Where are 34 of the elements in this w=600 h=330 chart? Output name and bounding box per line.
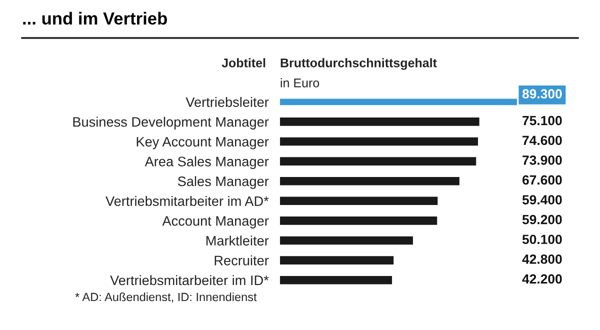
data-label: 59.400 — [522, 195, 562, 204]
bar — [280, 176, 460, 186]
data-label: 59.200 — [522, 214, 562, 224]
y-tick-label: Vertriebsleiter — [186, 96, 269, 107]
y-tick-label: Sales Manager — [178, 176, 269, 189]
bar — [280, 137, 478, 146]
bar — [280, 196, 438, 206]
text: in Euro — [280, 78, 320, 88]
text: * AD: Außendienst, ID: Innendienst — [75, 292, 257, 303]
bar — [280, 118, 480, 126]
y-tick-label: Account Manager — [162, 216, 269, 228]
data-label: 75.100 — [522, 116, 562, 126]
y-tick-label: Key Account Manager — [136, 137, 269, 150]
data-label: 42.800 — [522, 254, 562, 264]
data-label: 50.100 — [522, 234, 562, 244]
y-tick-label: Vertriebsmitarbeiter im ID* — [110, 275, 269, 286]
y-tick-label: Vertriebsmitarbeiter im AD* — [106, 196, 269, 206]
y-tick-label: Marktleiter — [206, 236, 269, 246]
data-label: 42.200 — [522, 274, 562, 284]
y-tick-label: Recruiter — [214, 255, 269, 266]
data-label: 74.600 — [522, 136, 562, 146]
bar — [280, 256, 394, 264]
text: ... und im Vertrieb — [23, 12, 167, 25]
bar — [280, 236, 413, 245]
data-label: 89.300 — [522, 89, 562, 99]
data-label: 73.900 — [522, 156, 562, 165]
bar — [280, 276, 392, 284]
data-label: 67.600 — [522, 175, 562, 185]
y-tick-label: Business Development Manager — [73, 116, 269, 130]
y-tick-label: Area Sales Manager — [144, 156, 269, 170]
text: Jobtitel — [222, 58, 266, 68]
bar — [280, 157, 476, 166]
bar — [280, 216, 438, 225]
text: Bruttodurchschnittsgehalt — [280, 58, 437, 70]
